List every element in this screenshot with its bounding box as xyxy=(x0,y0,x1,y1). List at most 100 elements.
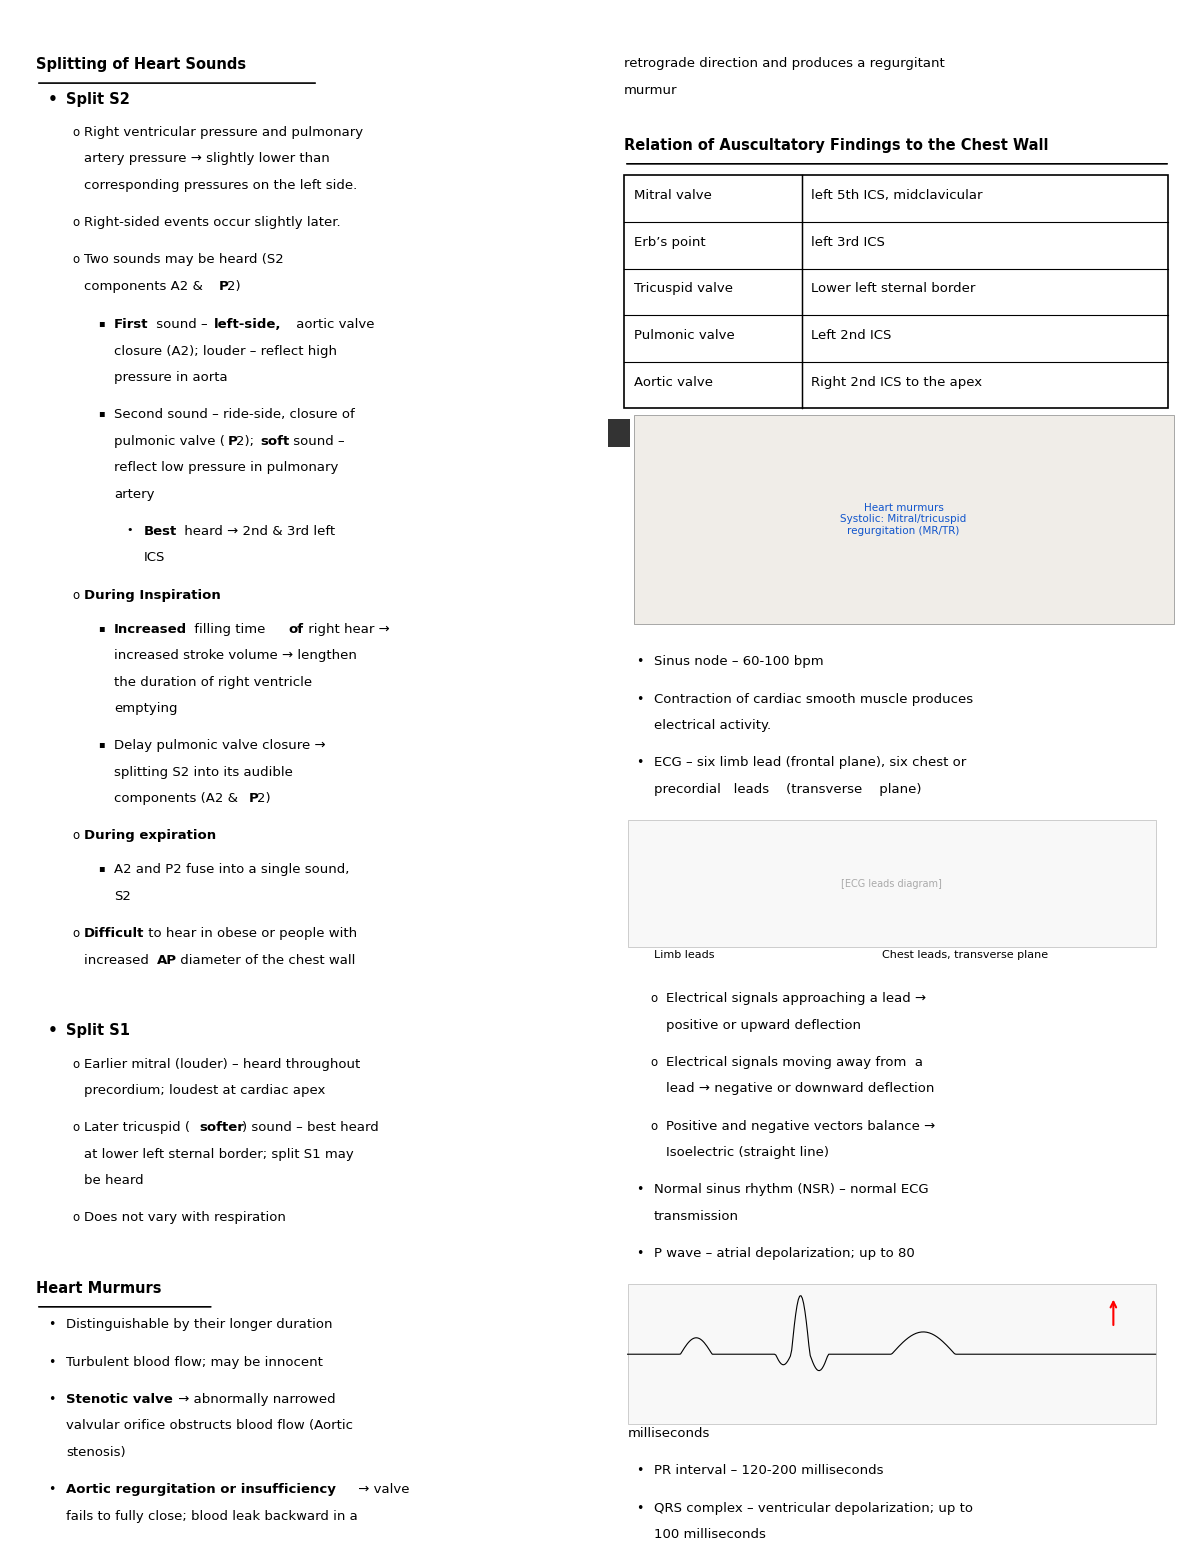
Text: fails to fully close; blood leak backward in a: fails to fully close; blood leak backwar… xyxy=(66,1510,358,1522)
Text: AP: AP xyxy=(157,954,178,966)
Text: o: o xyxy=(72,829,79,842)
Text: QRS complex – ventricular depolarization; up to: QRS complex – ventricular depolarization… xyxy=(654,1502,973,1514)
Text: Stenotic valve: Stenotic valve xyxy=(66,1393,173,1405)
Text: diameter of the chest wall: diameter of the chest wall xyxy=(176,954,355,966)
Text: heard → 2nd & 3rd left: heard → 2nd & 3rd left xyxy=(180,525,335,537)
Text: o: o xyxy=(72,1058,79,1070)
Text: positive or upward deflection: positive or upward deflection xyxy=(666,1019,862,1031)
Text: electrical activity.: electrical activity. xyxy=(654,719,772,731)
Text: P: P xyxy=(218,280,228,292)
Text: ▪: ▪ xyxy=(98,863,106,873)
Text: o: o xyxy=(72,927,79,940)
Text: Chest leads, transverse plane: Chest leads, transverse plane xyxy=(882,950,1048,960)
Text: sound –: sound – xyxy=(152,318,212,331)
Text: Two sounds may be heard (S2: Two sounds may be heard (S2 xyxy=(84,253,283,266)
Text: o: o xyxy=(72,589,79,601)
Text: sound –: sound – xyxy=(289,435,344,447)
Text: o: o xyxy=(650,992,658,1005)
Text: valvular orifice obstructs blood flow (Aortic: valvular orifice obstructs blood flow (A… xyxy=(66,1419,353,1432)
Text: ▪: ▪ xyxy=(98,318,106,328)
Text: A2 and P2 fuse into a single sound,: A2 and P2 fuse into a single sound, xyxy=(114,863,349,876)
Text: o: o xyxy=(72,253,79,266)
Text: ▪: ▪ xyxy=(98,408,106,418)
Text: precordial   leads    (transverse    plane): precordial leads (transverse plane) xyxy=(654,783,922,795)
Text: Split S2: Split S2 xyxy=(66,92,130,107)
Bar xyxy=(628,820,1156,947)
Text: P: P xyxy=(248,792,258,804)
Text: •: • xyxy=(636,1464,643,1477)
Text: •: • xyxy=(48,1023,58,1039)
Text: During expiration: During expiration xyxy=(84,829,216,842)
Text: → abnormally narrowed: → abnormally narrowed xyxy=(174,1393,336,1405)
Text: left-side,: left-side, xyxy=(214,318,281,331)
Text: the duration of right ventricle: the duration of right ventricle xyxy=(114,676,312,688)
Text: transmission: transmission xyxy=(654,1210,739,1222)
Text: Split S1: Split S1 xyxy=(66,1023,130,1039)
Text: Right 2nd ICS to the apex: Right 2nd ICS to the apex xyxy=(811,376,983,388)
Text: Erb’s point: Erb’s point xyxy=(634,236,706,248)
Text: left 5th ICS, midclavicular: left 5th ICS, midclavicular xyxy=(811,189,983,202)
Text: P: P xyxy=(228,435,238,447)
Text: PR interval – 120-200 milliseconds: PR interval – 120-200 milliseconds xyxy=(654,1464,883,1477)
Text: ▪: ▪ xyxy=(98,623,106,632)
Text: Left 2nd ICS: Left 2nd ICS xyxy=(811,329,892,342)
Text: Sinus node – 60-100 bpm: Sinus node – 60-100 bpm xyxy=(654,655,823,668)
Text: Best: Best xyxy=(144,525,178,537)
Text: soft: soft xyxy=(260,435,289,447)
Text: Right ventricular pressure and pulmonary: Right ventricular pressure and pulmonary xyxy=(84,126,364,138)
Text: Pulmonic valve: Pulmonic valve xyxy=(634,329,734,342)
Text: [ECG leads diagram]: [ECG leads diagram] xyxy=(841,879,942,888)
Text: Heart murmurs
Systolic: Mitral/tricuspid
regurgitation (MR/TR): Heart murmurs Systolic: Mitral/tricuspid… xyxy=(840,503,967,536)
Text: Positive and negative vectors balance →: Positive and negative vectors balance → xyxy=(666,1120,935,1132)
Text: components (A2 &: components (A2 & xyxy=(114,792,242,804)
Text: artery pressure → slightly lower than: artery pressure → slightly lower than xyxy=(84,152,330,165)
Text: Difficult: Difficult xyxy=(84,927,144,940)
Text: Isoelectric (straight line): Isoelectric (straight line) xyxy=(666,1146,829,1159)
Bar xyxy=(634,415,1174,624)
Text: P wave – atrial depolarization; up to 80: P wave – atrial depolarization; up to 80 xyxy=(654,1247,914,1259)
Text: stenosis): stenosis) xyxy=(66,1446,126,1458)
Text: 100 milliseconds: 100 milliseconds xyxy=(654,1528,766,1541)
Text: Lower left sternal border: Lower left sternal border xyxy=(811,283,976,295)
Text: increased: increased xyxy=(84,954,154,966)
Text: corresponding pressures on the left side.: corresponding pressures on the left side… xyxy=(84,179,358,191)
Text: to hear in obese or people with: to hear in obese or people with xyxy=(144,927,358,940)
Text: right hear →: right hear → xyxy=(304,623,389,635)
Text: Tricuspid valve: Tricuspid valve xyxy=(634,283,732,295)
Text: increased stroke volume → lengthen: increased stroke volume → lengthen xyxy=(114,649,356,662)
Text: pressure in aorta: pressure in aorta xyxy=(114,371,228,384)
Text: S2: S2 xyxy=(114,890,131,902)
Text: Aortic regurgitation or insufficiency: Aortic regurgitation or insufficiency xyxy=(66,1483,336,1496)
Text: of: of xyxy=(288,623,304,635)
Text: Heart Murmurs: Heart Murmurs xyxy=(36,1281,162,1297)
Text: •: • xyxy=(48,1483,55,1496)
Text: closure (A2); louder – reflect high: closure (A2); louder – reflect high xyxy=(114,345,337,357)
Text: Later tricuspid (: Later tricuspid ( xyxy=(84,1121,190,1134)
Text: o: o xyxy=(650,1056,658,1068)
Text: Earlier mitral (louder) – heard throughout: Earlier mitral (louder) – heard througho… xyxy=(84,1058,360,1070)
Text: be heard: be heard xyxy=(84,1174,144,1186)
Text: Contraction of cardiac smooth muscle produces: Contraction of cardiac smooth muscle pro… xyxy=(654,693,973,705)
Bar xyxy=(628,1284,1156,1424)
Text: splitting S2 into its audible: splitting S2 into its audible xyxy=(114,766,293,778)
Text: Limb leads: Limb leads xyxy=(654,950,714,960)
Text: ) sound – best heard: ) sound – best heard xyxy=(242,1121,379,1134)
Text: Delay pulmonic valve closure →: Delay pulmonic valve closure → xyxy=(114,739,325,752)
Text: •: • xyxy=(48,92,58,107)
Text: During Inspiration: During Inspiration xyxy=(84,589,221,601)
Text: Mitral valve: Mitral valve xyxy=(634,189,712,202)
Text: 2): 2) xyxy=(227,280,240,292)
Text: o: o xyxy=(72,1211,79,1224)
Text: First: First xyxy=(114,318,149,331)
Text: •: • xyxy=(636,655,643,668)
Text: lead → negative or downward deflection: lead → negative or downward deflection xyxy=(666,1082,935,1095)
Text: pulmonic valve (: pulmonic valve ( xyxy=(114,435,224,447)
Text: Increased: Increased xyxy=(114,623,187,635)
Text: Electrical signals approaching a lead →: Electrical signals approaching a lead → xyxy=(666,992,926,1005)
Text: •: • xyxy=(48,1318,55,1331)
Text: Distinguishable by their longer duration: Distinguishable by their longer duration xyxy=(66,1318,332,1331)
FancyBboxPatch shape xyxy=(624,175,1168,408)
Text: •: • xyxy=(636,1247,643,1259)
Text: artery: artery xyxy=(114,488,155,500)
Text: ▪: ▪ xyxy=(98,739,106,749)
